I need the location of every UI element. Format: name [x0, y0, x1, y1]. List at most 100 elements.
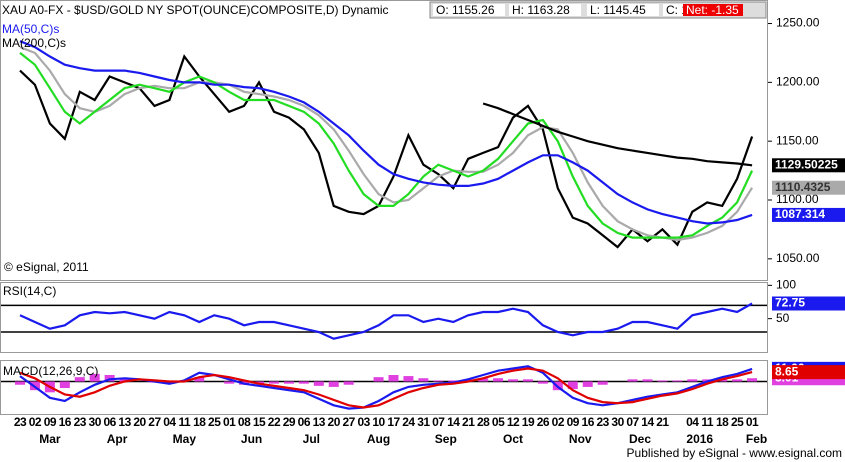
x-tick-label: 19: [522, 415, 535, 429]
value-tag-label: 72.75: [775, 296, 805, 310]
x-tick-label: 08: [238, 415, 251, 429]
x-tick-label: 05: [492, 415, 505, 429]
x-tick-label: 20: [328, 415, 341, 429]
x-tick-label: 01: [746, 415, 759, 429]
x-tick-label: 16: [582, 415, 595, 429]
x-tick-label: 25: [731, 415, 744, 429]
x-tick-label: 14: [447, 415, 460, 429]
x-major-label: Feb: [746, 432, 767, 446]
value-tag-label: 8.65: [775, 364, 799, 378]
series-line: [19, 46, 754, 242]
x-tick-label: 21: [462, 415, 475, 429]
y-tick-label: 1050.00: [776, 251, 820, 265]
legend-entry: MA(50,C)s: [2, 22, 59, 36]
quote-value: L: 1145.45: [590, 3, 646, 17]
histogram-bar: [582, 381, 593, 387]
x-tick-label: 11: [701, 415, 714, 429]
x-tick-label: 07: [626, 415, 639, 429]
x-tick-label: 07: [432, 415, 445, 429]
histogram-bar: [373, 377, 384, 382]
x-tick-label: 23: [14, 415, 27, 429]
x-tick-label: 26: [537, 415, 550, 429]
price-frame: [0, 0, 768, 281]
x-tick-label: 16: [59, 415, 72, 429]
x-major-label: Apr: [107, 432, 128, 446]
x-major-label: Oct: [503, 432, 523, 446]
histogram-bar: [343, 381, 354, 385]
histogram-bar: [224, 381, 235, 384]
x-major-label: Jul: [303, 432, 320, 446]
x-tick-label: 27: [148, 415, 161, 429]
net-value: Net: -1.35: [686, 3, 739, 17]
series-line: [19, 54, 754, 249]
histogram-bar: [328, 381, 339, 387]
y-tick-label: 1200.00: [776, 75, 820, 89]
series-line: [19, 367, 753, 409]
histogram-bar: [627, 379, 638, 382]
histogram-bar: [74, 377, 85, 382]
x-tick-label: 04: [163, 415, 176, 429]
quote-cell: [509, 4, 581, 16]
histogram-bar: [522, 379, 533, 382]
x-tick-label: 01: [223, 415, 236, 429]
quote-value: H: 1163.28: [512, 3, 570, 17]
histogram-bar: [537, 381, 548, 384]
histogram-bar: [732, 379, 743, 382]
x-tick-label: 24: [402, 415, 415, 429]
x-tick-label: 14: [641, 415, 654, 429]
histogram-bar: [597, 381, 608, 385]
x-tick-label: 28: [477, 415, 490, 429]
x-tick-label: 12: [507, 415, 520, 429]
x-tick-label: 30: [611, 415, 624, 429]
x-tick-label: 09: [44, 415, 57, 429]
histogram-bar: [59, 381, 70, 388]
x-tick-label: 02: [552, 415, 565, 429]
footer: Published by eSignal - www.esignal.com: [627, 446, 842, 460]
x-tick-label: 18: [716, 415, 729, 429]
x-major-label: Dec: [629, 432, 651, 446]
value-tag: [772, 365, 845, 380]
histogram-bar: [687, 379, 698, 382]
legend-entry: MA(200,C)s: [2, 36, 66, 50]
rsi-frame: [0, 282, 768, 353]
histogram-bar: [493, 378, 504, 382]
x-tick-label: 25: [208, 415, 221, 429]
y-tick-label: 50: [776, 311, 790, 325]
histogram-bar: [747, 378, 758, 382]
x-tick-label: 18: [193, 415, 206, 429]
x-tick-label: 03: [357, 415, 370, 429]
quote-cell: [587, 4, 659, 16]
histogram-bar: [672, 380, 683, 382]
histogram-bar: [508, 379, 519, 382]
x-major-label: Mar: [39, 432, 61, 446]
y-tick-label: 1100.00: [776, 192, 819, 206]
x-tick-label: 29: [283, 415, 296, 429]
histogram-bar: [448, 380, 459, 382]
histogram-bar: [433, 380, 444, 382]
histogram-bar: [268, 381, 279, 384]
series-line: [19, 52, 754, 239]
x-tick-label: 13: [118, 415, 131, 429]
y-tick-label: 100: [776, 278, 796, 292]
series-line: [482, 102, 753, 167]
x-tick-label: 09: [567, 415, 580, 429]
value-tag: [772, 158, 845, 173]
x-tick-label: 22: [268, 415, 281, 429]
x-major-label: May: [173, 432, 197, 446]
histogram-bar: [298, 381, 309, 384]
histogram-bar: [388, 375, 399, 382]
x-tick-label: 04: [686, 415, 699, 429]
x-major-label: Nov: [569, 432, 592, 446]
histogram-bar: [119, 378, 130, 382]
value-tag-label: 1129.50225: [775, 157, 838, 171]
net-box: [683, 4, 743, 16]
x-tick-label: 02: [29, 415, 42, 429]
histogram-bar: [567, 381, 578, 390]
y-tick-label: 1150.00: [776, 133, 819, 147]
x-tick-label: 10: [372, 415, 385, 429]
histogram-bar: [283, 381, 294, 384]
histogram-bar: [403, 376, 414, 382]
x-major-label: 2016: [686, 432, 713, 446]
x-tick-label: 15: [253, 415, 266, 429]
